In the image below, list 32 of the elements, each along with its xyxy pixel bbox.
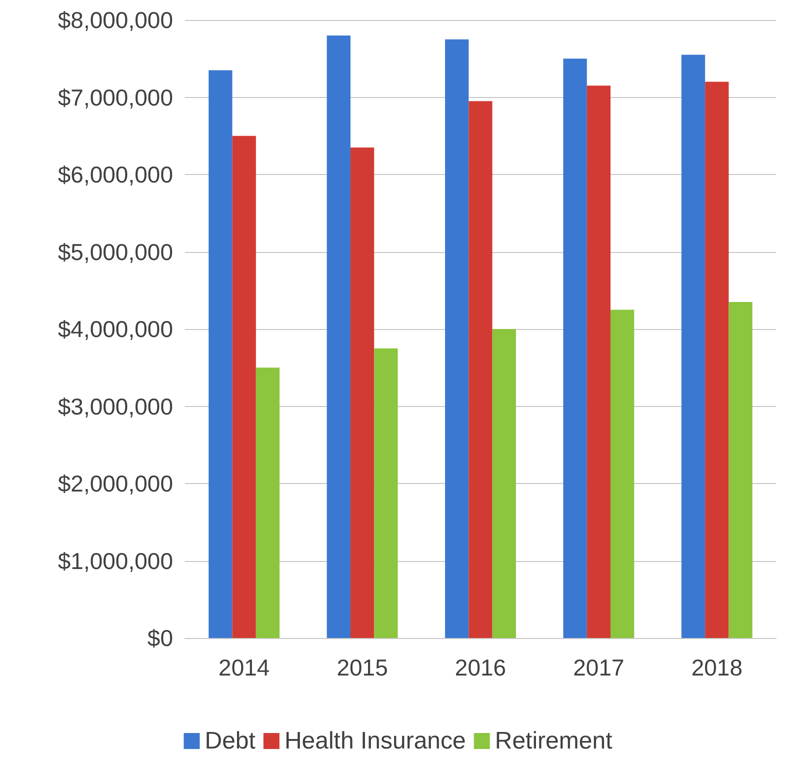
x-tick-label: 2016: [454, 654, 506, 680]
y-tick-label: $4,000,000: [58, 316, 173, 342]
legend-label: Health Insurance: [284, 728, 466, 754]
y-tick-label: $7,000,000: [58, 84, 173, 110]
legend-label: Debt: [204, 728, 256, 754]
bar: [208, 70, 232, 638]
bar: [563, 58, 587, 638]
x-tick-label: 2015: [336, 654, 388, 680]
bar: [256, 368, 280, 638]
bar: [232, 136, 256, 638]
bar: [586, 86, 611, 638]
bar: [610, 310, 634, 638]
y-tick-label: $0: [147, 625, 173, 651]
y-tick-label: $3,000,000: [58, 393, 173, 420]
y-tick-label: $5,000,000: [58, 238, 173, 265]
bar: [705, 82, 729, 638]
bar: [681, 54, 706, 638]
x-tick-label: 2014: [218, 654, 270, 680]
bar: [374, 348, 398, 638]
bar: [492, 329, 516, 638]
y-tick-label: $2,000,000: [58, 470, 173, 496]
y-tick-label: $1,000,000: [58, 548, 173, 574]
bar: [445, 39, 469, 638]
bar: [728, 302, 752, 638]
x-tick-label: 2017: [573, 654, 624, 680]
bar: [326, 35, 350, 638]
x-tick-label: 2018: [691, 654, 742, 680]
legend-label: Retirement: [494, 728, 613, 754]
y-tick-label: $8,000,000: [58, 7, 173, 33]
bar: [350, 147, 374, 638]
y-tick-label: $6,000,000: [58, 162, 173, 188]
bar: [468, 101, 492, 638]
